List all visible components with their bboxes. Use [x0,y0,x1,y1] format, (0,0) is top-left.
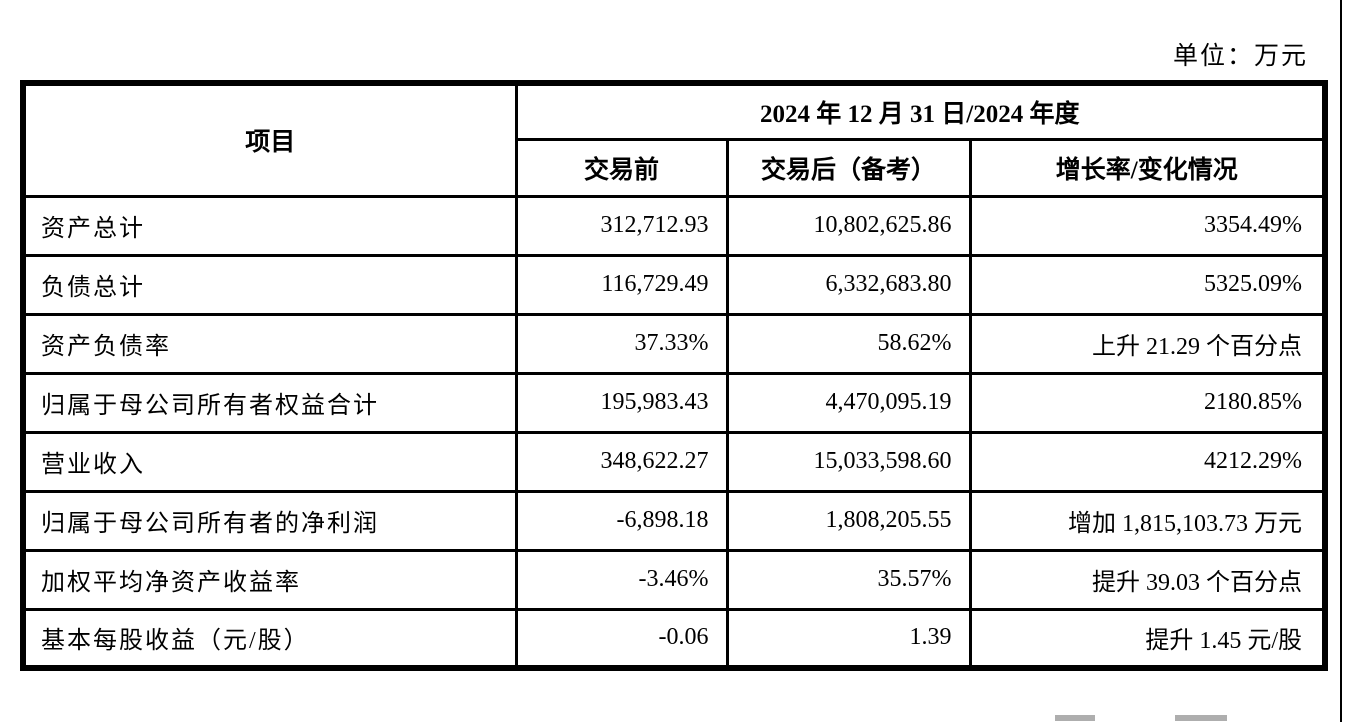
cell-change: 提升 39.03 个百分点 [968,548,1327,611]
cell-after: 1,808,205.55 [725,489,972,552]
watermark-fragment [1175,715,1227,721]
cell-change: 5325.09% [968,253,1327,316]
cell-after: 35.57% [725,548,972,611]
table-row: 加权平均净资产收益率 -3.46% 35.57% 提升 39.03 个百分点 [21,548,1327,611]
cell-change: 增加 1,815,103.73 万元 [968,489,1327,552]
watermark-fragment [984,702,1020,714]
cell-change: 提升 1.45 元/股 [968,607,1327,670]
cell-change: 2180.85% [968,371,1327,434]
watermark-fragment [1099,701,1141,713]
cell-change: 4212.29% [968,430,1327,493]
cell-before: 348,622.27 [514,430,729,493]
watermark [925,685,1305,722]
cell-before: -6,898.18 [514,489,729,552]
cell-item: 资产负债率 [21,312,518,375]
header-before: 交易前 [514,137,729,198]
cell-item: 资产总计 [21,194,518,257]
table-row: 资产总计 312,712.93 10,802,625.86 3354.49% [21,194,1327,257]
financial-comparison-table: 项目 2024 年 12 月 31 日/2024 年度 交易前 交易后（备考） … [20,80,1328,671]
table-row: 归属于母公司所有者的净利润 -6,898.18 1,808,205.55 增加 … [21,489,1327,552]
cell-before: 312,712.93 [514,194,729,257]
page-edge-line [1340,0,1342,722]
watermark-fragment [1266,685,1298,721]
header-change: 增长率/变化情况 [968,137,1327,198]
table-row: 负债总计 116,729.49 6,332,683.80 5325.09% [21,253,1327,316]
watermark-fragment [1149,694,1215,716]
unit-label: 单位：万元 [1172,43,1308,70]
watermark-fragment [1222,696,1288,716]
cell-after: 6,332,683.80 [725,253,972,316]
header-after: 交易后（备考） [725,137,972,198]
cell-item: 加权平均净资产收益率 [21,548,518,611]
cell-before: 37.33% [514,312,729,375]
watermark-fragment [1055,715,1095,721]
table-row: 资产负债率 37.33% 58.62% 上升 21.29 个百分点 [21,312,1327,375]
cell-item: 归属于母公司所有者的净利润 [21,489,518,552]
table-row: 营业收入 348,622.27 15,033,598.60 4212.29% [21,430,1327,493]
cell-before: -3.46% [514,548,729,611]
header-period: 2024 年 12 月 31 日/2024 年度 [514,81,1327,141]
cell-after: 4,470,095.19 [725,371,972,434]
header-item: 项目 [21,81,518,198]
watermark-fragment [928,698,984,716]
cell-item: 基本每股收益（元/股） [21,607,518,670]
cell-item: 营业收入 [21,430,518,493]
cell-after: 58.62% [725,312,972,375]
cell-item: 归属于母公司所有者权益合计 [21,371,518,434]
cell-before: 195,983.43 [514,371,729,434]
cell-after: 10,802,625.86 [725,194,972,257]
cell-item: 负债总计 [21,253,518,316]
cell-change: 上升 21.29 个百分点 [968,312,1327,375]
cell-after: 1.39 [725,607,972,670]
watermark-fragment [1030,696,1090,716]
table-row: 归属于母公司所有者权益合计 195,983.43 4,470,095.19 21… [21,371,1327,434]
cell-before: 116,729.49 [514,253,729,316]
cell-change: 3354.49% [968,194,1327,257]
table-row: 基本每股收益（元/股） -0.06 1.39 提升 1.45 元/股 [21,607,1327,670]
cell-after: 15,033,598.60 [725,430,972,493]
cell-before: -0.06 [514,607,729,670]
